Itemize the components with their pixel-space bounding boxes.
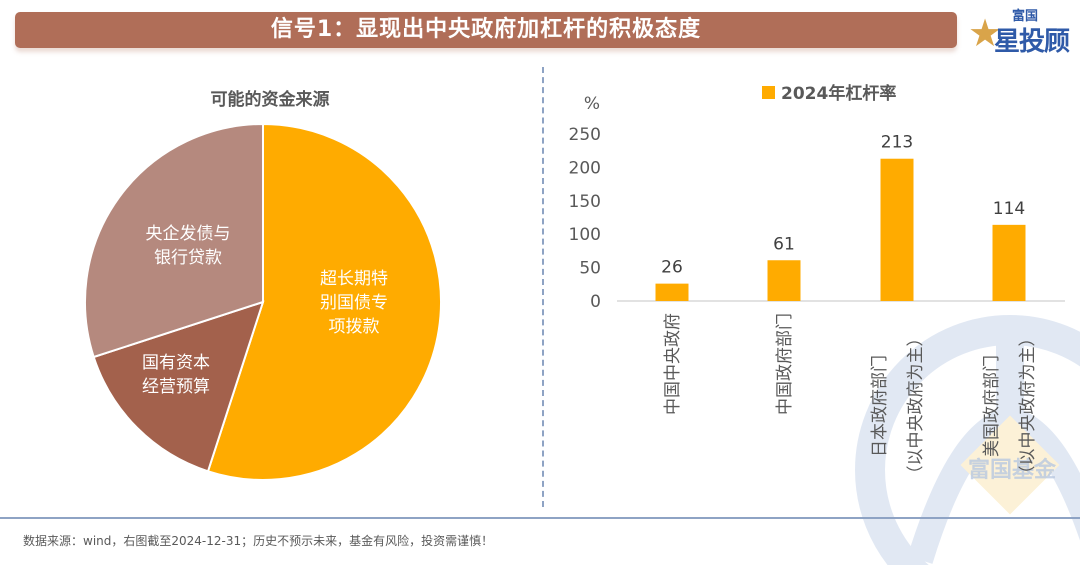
brand-logo: ★ 富国 星投顾 [960, 2, 1078, 57]
bar [767, 260, 801, 301]
footer-divider [0, 517, 1080, 519]
y-tick-label: 250 [569, 125, 601, 145]
legend-label: 2024年杠杆率 [781, 83, 896, 104]
x-category-label: 中国政府部门 [775, 313, 795, 415]
star-icon: ★ [968, 11, 1003, 55]
pie-slice-label: 项拨款 [329, 317, 380, 337]
y-axis-unit: % [584, 94, 600, 114]
legend-swatch [762, 86, 775, 99]
y-tick-label: 50 [579, 259, 601, 279]
pie-slice-label: 国有资本 [142, 353, 210, 373]
header-banner: 信号1：显现出中央政府加杠杆的积极态度 [15, 12, 957, 48]
y-tick-label: 150 [569, 192, 601, 212]
watermark-text: 富国基金 [968, 457, 1057, 483]
x-category-label: （以中央政府为主） [906, 330, 926, 483]
pie-slice-label: 别国债专 [320, 293, 388, 313]
page-title: 信号1：显现出中央政府加杠杆的积极态度 [270, 17, 702, 42]
section-divider [542, 67, 544, 507]
y-tick-label: 100 [569, 225, 601, 245]
footnote: 数据来源：wind，右图截至2024-12-31；历史不预示未来，基金有风险，投… [23, 534, 494, 548]
bar [880, 158, 914, 301]
bar-value-label: 61 [773, 234, 795, 254]
x-category-label: （以中央政府为主） [1018, 330, 1038, 483]
pie-chart-title: 可能的资金来源 [210, 90, 330, 110]
bar-value-label: 213 [881, 133, 913, 153]
x-category-label: 美国政府部门 [982, 355, 1002, 457]
bar-chart: 2024年杠杆率% 0 50 100 150 200 250 26 中国中央政府 61 中国政府部门… [569, 83, 1065, 483]
pie-slice-label: 央企发债与 [146, 224, 231, 244]
pie-slice [92, 300, 265, 473]
x-category-label: 日本政府部门 [870, 355, 890, 457]
x-category-label: 中国中央政府 [663, 313, 683, 415]
brand-main-label: 投顾 [1019, 27, 1070, 57]
bar [992, 224, 1026, 301]
y-tick-label: 0 [590, 292, 601, 312]
bar-value-label: 26 [661, 258, 683, 278]
pie-slice-label: 超长期特 [320, 269, 388, 289]
bar [655, 283, 689, 301]
brand-main-text: 星投顾 [994, 21, 1070, 58]
pie-slice [84, 122, 264, 359]
brand-top-text: 富国 [1012, 9, 1039, 24]
pie-slice-label: 经营预算 [142, 377, 210, 397]
pie-slice-label: 银行贷款 [154, 248, 222, 268]
brand-star-char: 星 [994, 27, 1020, 57]
bar-value-label: 114 [993, 199, 1025, 219]
y-tick-label: 200 [569, 158, 601, 178]
pie-slice [206, 122, 442, 481]
